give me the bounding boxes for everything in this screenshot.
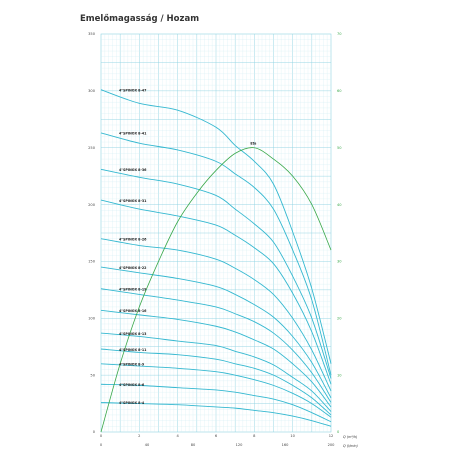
y2-tick-label: 0 <box>337 430 340 434</box>
grid <box>100 33 332 433</box>
curve-label: 4"SPINOX 8-4 <box>119 401 145 405</box>
y-tick-label: 350 <box>88 32 96 36</box>
curve-label: 4"SPINOX 8-31 <box>119 199 147 203</box>
y2-tick-label: 10 <box>337 373 342 377</box>
y-tick-label: 150 <box>88 260 96 264</box>
head-curve <box>100 199 332 385</box>
x2-tick-label: 160 <box>282 443 290 447</box>
x-tick-label: 8 <box>253 434 256 438</box>
y2-axis-ticks: 0 10 20 30 40 50 60 70 <box>337 32 342 434</box>
curve-label: 4"SPINOX 8-6 <box>119 383 145 387</box>
y2-tick-label: 70 <box>337 32 342 36</box>
x2-tick-label: 0 <box>100 443 103 447</box>
x-tick-label: 0 <box>100 434 103 438</box>
y-axis-ticks: 0 50 100 150 200 250 300 350 <box>88 32 96 434</box>
head-curve <box>100 383 332 423</box>
head-curve <box>100 266 332 399</box>
y2-tick-label: 50 <box>337 146 342 150</box>
head-curve <box>100 132 332 376</box>
head-curve <box>100 89 332 364</box>
efficiency-curve <box>100 147 332 433</box>
y2-tick-label: 20 <box>337 316 342 320</box>
x-tick-label: 2 <box>138 434 140 438</box>
x2-tick-label: 40 <box>145 443 150 447</box>
head-curve <box>100 288 332 403</box>
x-axis-ticks: 0 2 4 6 8 10 12 <box>100 434 333 438</box>
y2-tick-label: 30 <box>337 260 342 264</box>
x2-tick-label: 120 <box>236 443 244 447</box>
y-tick-label: 0 <box>93 430 96 434</box>
x-tick-label: 12 <box>329 434 334 438</box>
x-tick-label: 10 <box>290 434 295 438</box>
x2-tick-label: 200 <box>328 443 336 447</box>
y-tick-label: 250 <box>88 146 96 150</box>
curve-label: 4"SPINOX 8-36 <box>119 168 147 172</box>
curve-label: 4"SPINOX 8-16 <box>119 309 147 313</box>
efficiency-curve-group: Eta <box>100 142 332 433</box>
x2-tick-label: 80 <box>191 443 196 447</box>
y2-tick-label: 40 <box>337 203 342 207</box>
curve-label: 4"SPINOX 8-19 <box>119 288 147 292</box>
y-tick-label: 100 <box>88 316 96 320</box>
curve-label: 4"SPINOX 8-11 <box>119 348 147 352</box>
y-tick-label: 50 <box>90 373 95 377</box>
curve-label: 4"SPINOX 8-47 <box>119 89 147 93</box>
y2-tick-label: 60 <box>337 89 342 93</box>
chart-title: Emelőmagasság / Hozam <box>80 14 200 24</box>
y-tick-label: 200 <box>88 203 96 207</box>
head-curve <box>100 348 332 416</box>
head-curves <box>100 89 332 427</box>
curve-label: 4"SPINOX 8-26 <box>119 237 147 241</box>
y-tick-label: 300 <box>88 89 96 93</box>
x-tick-label: 4 <box>177 434 180 438</box>
curve-label: 4"SPINOX 8-41 <box>119 132 147 136</box>
head-curve <box>100 309 332 408</box>
head-curve <box>100 238 332 392</box>
curve-label: 4"SPINOX 8-9 <box>119 363 145 367</box>
x2-axis-label: Q (l/min) <box>343 444 358 448</box>
x-tick-label: 6 <box>215 434 218 438</box>
axis-units: Q (m³/h) Q (l/min) <box>343 435 358 448</box>
head-curve <box>100 363 332 418</box>
head-curve <box>100 168 332 379</box>
head-curve <box>100 401 332 427</box>
head-curve <box>100 332 332 412</box>
curve-label: 4"SPINOX 8-22 <box>119 266 146 270</box>
x-axis-label: Q (m³/h) <box>343 435 357 439</box>
x2-axis-ticks: 0 40 80 120 160 200 <box>100 443 335 447</box>
curve-label: 4"SPINOX 8-13 <box>119 332 147 336</box>
curve-labels: 4"SPINOX 8-47 4"SPINOX 8-41 4"SPINOX 8-36 4… <box>119 89 147 406</box>
efficiency-label: Eta <box>250 142 256 146</box>
